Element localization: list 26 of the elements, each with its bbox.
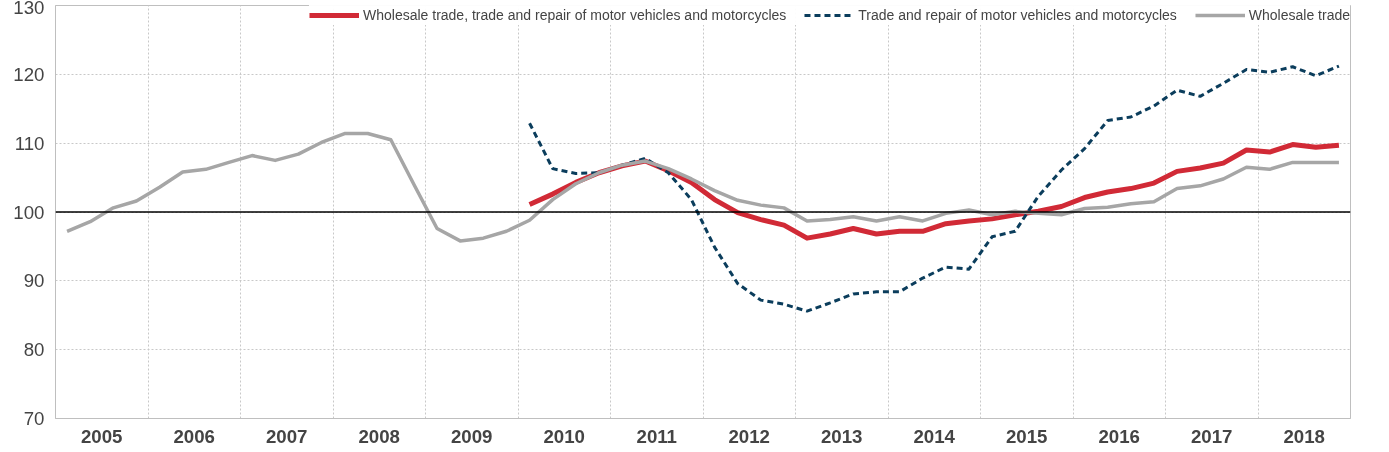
x-tick-label: 2015 bbox=[1006, 425, 1048, 447]
y-tick-label: 80 bbox=[23, 339, 45, 361]
x-tick-label: 2005 bbox=[81, 425, 123, 447]
line-series bbox=[65, 131, 1341, 243]
x-tick-label: 2018 bbox=[1283, 425, 1326, 447]
y-tick-label: 110 bbox=[14, 132, 45, 154]
x-tick-label: 2014 bbox=[913, 425, 956, 447]
x-tick-label: 2013 bbox=[821, 425, 863, 447]
y-tick-label: 130 bbox=[13, 0, 45, 18]
y-tick-label: 100 bbox=[13, 201, 45, 223]
x-tick-label: 2017 bbox=[1191, 425, 1233, 447]
y-tick-label: 70 bbox=[23, 408, 45, 429]
legend-label: Wholesale trade bbox=[1248, 7, 1350, 23]
x-tick-label: 2010 bbox=[543, 425, 586, 447]
x-tick-label: 2009 bbox=[451, 425, 493, 447]
x-tick-label: 2008 bbox=[358, 425, 401, 447]
x-tick-label: 2012 bbox=[728, 425, 771, 447]
y-tick-label: 90 bbox=[23, 270, 45, 292]
x-tick-label: 2011 bbox=[636, 425, 677, 447]
legend-label: Trade and repair of motor vehicles and motorcycles bbox=[858, 7, 1177, 23]
y-tick-label: 120 bbox=[13, 63, 45, 85]
x-tick-label: 2006 bbox=[173, 425, 216, 447]
legend-label: Wholesale trade, trade and repair of motor vehicles and motorcycles bbox=[362, 7, 787, 23]
x-tick-label: 2016 bbox=[1098, 425, 1141, 447]
x-tick-label: 2007 bbox=[266, 425, 308, 447]
line-series bbox=[528, 64, 1341, 313]
